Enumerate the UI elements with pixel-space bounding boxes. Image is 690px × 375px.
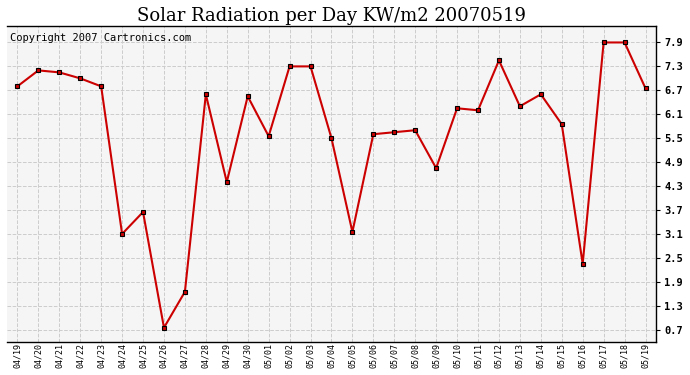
Text: Copyright 2007 Cartronics.com: Copyright 2007 Cartronics.com (10, 33, 191, 43)
Title: Solar Radiation per Day KW/m2 20070519: Solar Radiation per Day KW/m2 20070519 (137, 7, 526, 25)
